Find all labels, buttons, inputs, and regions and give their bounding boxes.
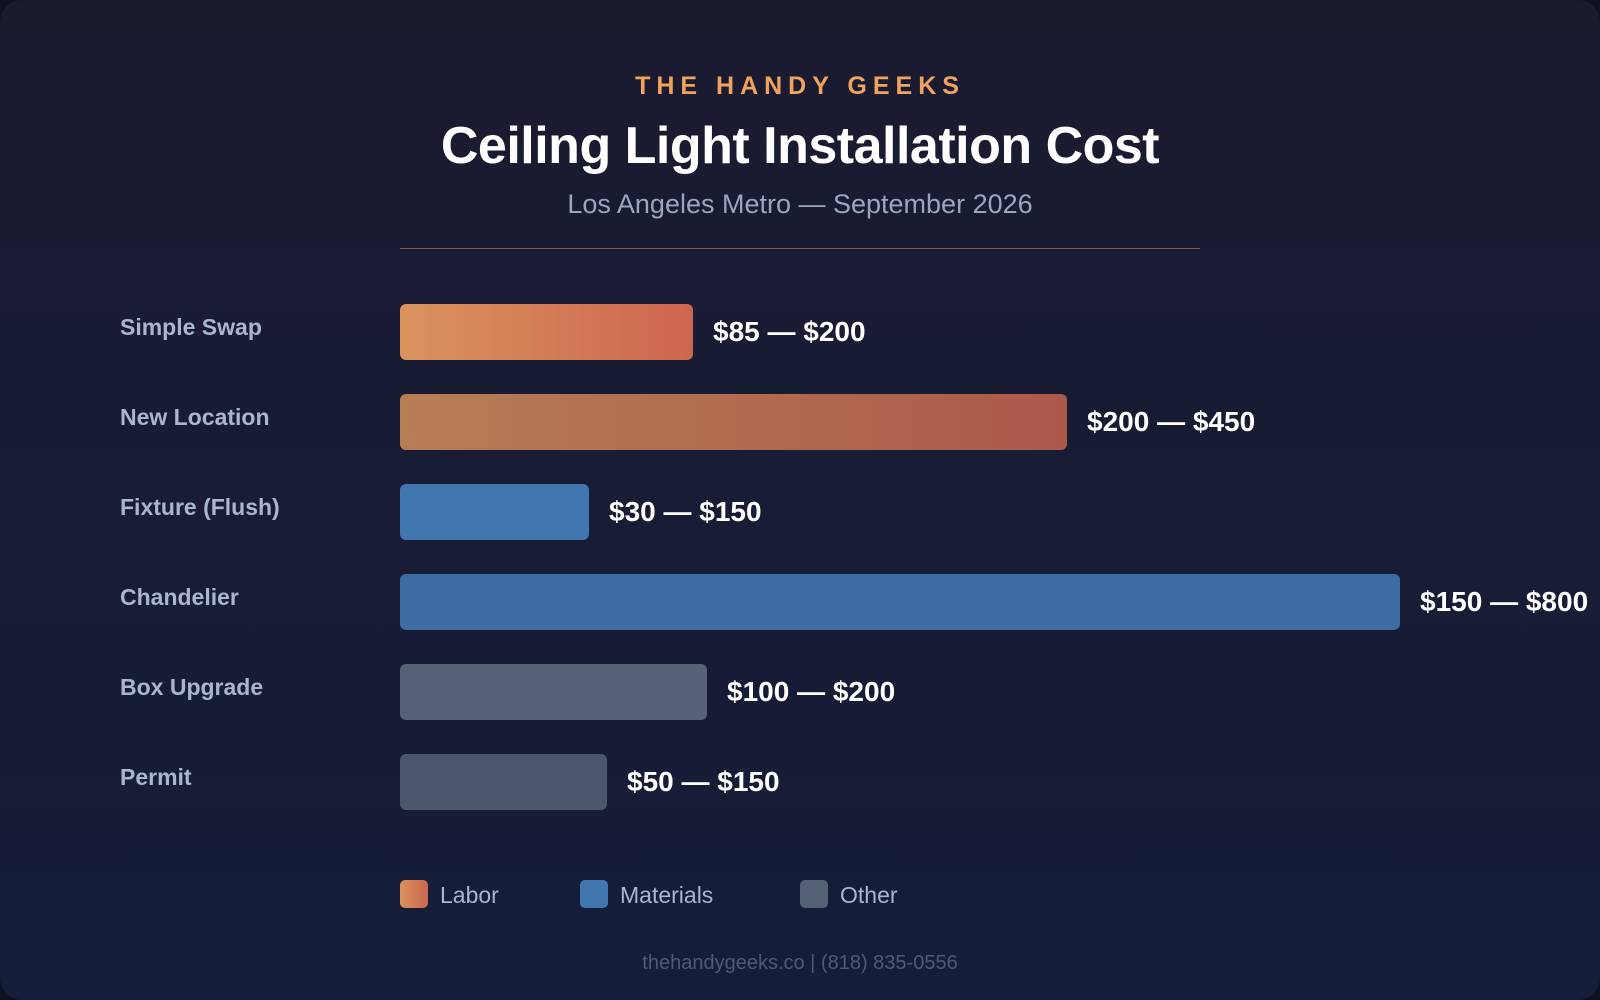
header-divider xyxy=(400,248,1200,249)
category-label: New Location xyxy=(120,404,270,430)
bar-row: Fixture (Flush) $30 — $150 xyxy=(0,484,1600,540)
bar-row: Box Upgrade $100 — $200 xyxy=(0,664,1600,720)
legend-label: Labor xyxy=(440,882,499,908)
legend-swatch xyxy=(400,880,428,908)
category-label: Simple Swap xyxy=(120,314,262,340)
bar-permit xyxy=(400,754,607,810)
value-label: $50 — $150 xyxy=(627,766,780,797)
bar-row: New Location $200 — $450 xyxy=(0,394,1600,450)
bar-row: Simple Swap $85 — $200 xyxy=(0,304,1600,360)
chart-title: Ceiling Light Installation Cost xyxy=(440,117,1160,175)
bar-row: Permit $50 — $150 xyxy=(0,754,1600,810)
category-label: Permit xyxy=(120,764,192,790)
footer-contact: thehandygeeks.co | (818) 835-0556 xyxy=(642,952,958,974)
legend-swatch xyxy=(580,880,608,908)
value-label: $100 — $200 xyxy=(727,676,896,707)
value-label: $200 — $450 xyxy=(1087,406,1256,437)
bar-new-location xyxy=(400,394,1067,450)
category-label: Chandelier xyxy=(120,584,239,610)
legend-label: Materials xyxy=(620,882,714,908)
category-label: Fixture (Flush) xyxy=(120,494,280,520)
legend-swatch xyxy=(800,880,828,908)
bar-fixture-flush xyxy=(400,484,589,540)
value-label: $30 — $150 xyxy=(609,496,762,527)
bar-box-upgrade xyxy=(400,664,707,720)
legend-label: Other xyxy=(840,882,898,908)
value-label: $150 — $800 xyxy=(1420,586,1589,617)
bar-simple-swap xyxy=(400,304,693,360)
brand-name: THE HANDY GEEKS xyxy=(635,72,965,100)
chart-subtitle: Los Angeles Metro — September 2026 xyxy=(567,189,1033,219)
bar-row: Chandelier $150 — $800 xyxy=(0,574,1600,630)
bar-chandelier xyxy=(400,574,1400,630)
value-label: $85 — $200 xyxy=(713,316,866,347)
category-label: Box Upgrade xyxy=(120,674,264,700)
